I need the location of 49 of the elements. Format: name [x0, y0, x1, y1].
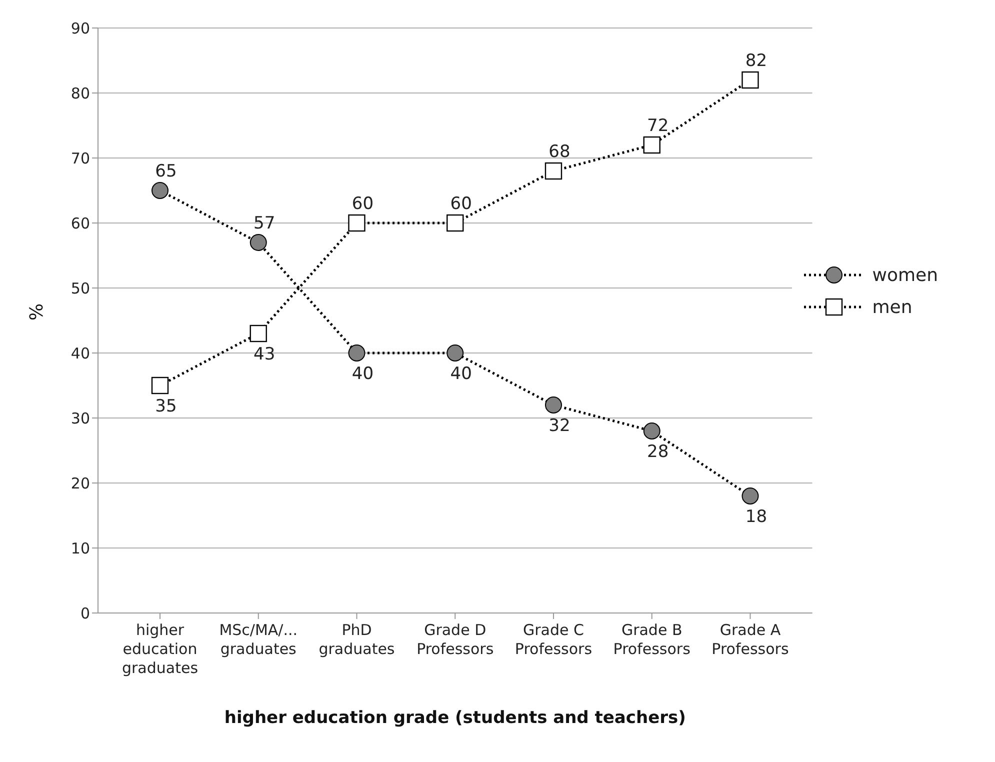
y-tick-label: 60	[70, 214, 90, 232]
y-tick-label: 20	[70, 474, 90, 492]
data-label: 60	[450, 194, 472, 214]
x-tick-label: Grade D Professors	[416, 621, 494, 658]
data-label: 32	[548, 416, 570, 436]
data-label: 18	[745, 507, 768, 527]
x-tick-label: MSc/MA/... graduates	[219, 621, 298, 658]
data-label: 65	[155, 162, 177, 182]
data-label: 57	[254, 214, 276, 234]
point	[742, 71, 759, 89]
data-label: 40	[352, 364, 374, 384]
x-tick-label: PhD graduates	[318, 621, 395, 658]
data-label: 60	[352, 194, 374, 214]
y-tick-label: 10	[70, 539, 90, 558]
point	[544, 396, 562, 414]
data-label: 35	[155, 396, 177, 416]
data-label: 68	[548, 142, 570, 162]
point	[544, 162, 562, 180]
y-tick-label: 80	[70, 84, 90, 102]
y-tick-label: 50	[70, 279, 90, 298]
point	[250, 234, 267, 251]
data-label: 28	[647, 442, 669, 462]
legend-label: men	[872, 296, 912, 318]
data-label: 40	[450, 364, 472, 384]
point	[348, 344, 366, 362]
y-tick-label: 30	[70, 409, 90, 428]
point	[446, 344, 464, 362]
y-axis-title: %	[26, 303, 48, 320]
point	[643, 136, 660, 154]
x-axis-title: higher education grade (students and teachers)	[224, 708, 686, 728]
point	[742, 488, 759, 504]
data-label: 82	[745, 51, 768, 71]
x-tick-label: Grade C Professors	[514, 621, 592, 658]
point	[151, 376, 169, 394]
point	[250, 324, 267, 342]
x-tick-label: higher education graduates	[122, 621, 198, 677]
y-tick-label: 0	[80, 604, 90, 622]
x-tick-label: Grade A Professors	[712, 621, 789, 658]
data-label: 72	[647, 116, 669, 136]
legend-label: women	[872, 264, 938, 286]
x-tick-label: Grade B Professors	[613, 621, 691, 658]
y-tick-label: 90	[70, 19, 90, 38]
point	[152, 182, 168, 199]
point	[643, 422, 660, 440]
y-tick-label: 70	[70, 149, 90, 168]
point	[446, 214, 464, 232]
data-label: 43	[254, 344, 276, 364]
y-tick-label: 40	[70, 344, 90, 362]
point	[348, 214, 366, 232]
